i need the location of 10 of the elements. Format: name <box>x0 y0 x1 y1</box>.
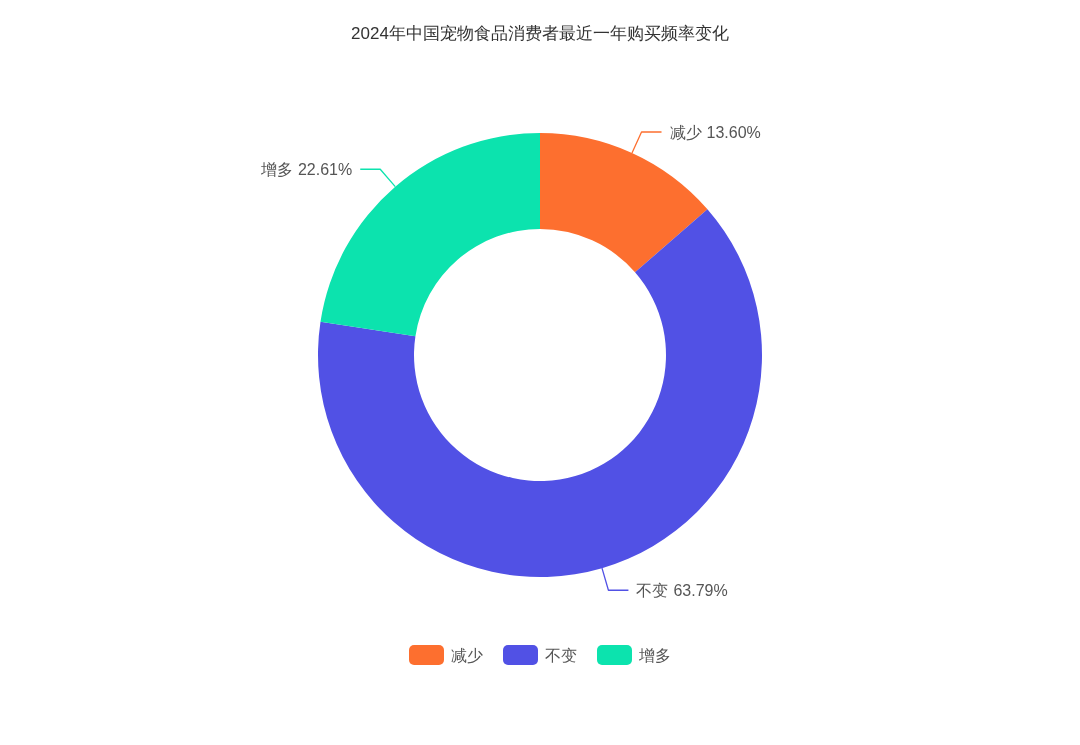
data-label: 22.61% <box>297 160 353 178</box>
slice-label: 减少 <box>669 123 702 141</box>
legend-label: 增多 <box>638 646 671 664</box>
data-label: 13.60% <box>706 123 761 141</box>
slice-label: 不变 <box>636 581 669 599</box>
slice-label: 增多 <box>259 160 293 178</box>
legend-label: 不变 <box>545 646 577 664</box>
data-label: 63.79% <box>673 581 728 599</box>
legend-label: 减少 <box>451 646 483 664</box>
chart-title: 2024年中国宠物食品消费者最近一年购买频率变化 <box>351 24 729 43</box>
